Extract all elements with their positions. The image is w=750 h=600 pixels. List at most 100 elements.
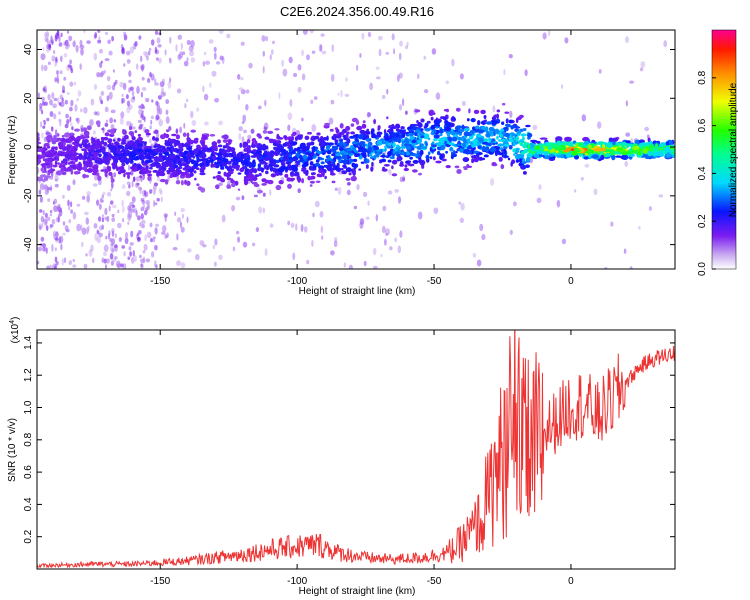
heatmap-speckle (101, 214, 105, 219)
heatmap-streak (57, 30, 60, 36)
heatmap-cell (142, 168, 149, 172)
heatmap-speckle (203, 51, 207, 56)
heatmap-streak (126, 181, 131, 185)
spectrogram-ticks: -150 -100 -50 0 -40 -20 0 20 40 (23, 30, 675, 287)
heatmap-speckle (320, 44, 322, 52)
heatmap-cell (403, 143, 410, 147)
heatmap-cell (403, 167, 409, 172)
heatmap-speckle (41, 132, 44, 139)
heatmap-cell (428, 111, 434, 116)
heatmap-cell (322, 137, 328, 141)
heatmap-streak (101, 194, 105, 199)
heatmap-cell (301, 178, 305, 184)
heatmap-cell (246, 138, 251, 144)
heatmap-cell (387, 128, 392, 132)
heatmap-speckle (240, 77, 244, 81)
heatmap-cell (337, 142, 344, 146)
heatmap-streak (152, 185, 157, 192)
heatmap-cell (276, 135, 281, 140)
heatmap-cell (228, 139, 232, 145)
heatmap-speckle (238, 132, 242, 141)
heatmap-cell (508, 119, 513, 124)
heatmap-cell (169, 174, 173, 179)
heatmap-speckle (458, 201, 462, 205)
heatmap-streak (156, 197, 160, 202)
heatmap-cell (201, 141, 205, 147)
heatmap-cell (312, 172, 316, 176)
heatmap-cell (283, 151, 287, 155)
heatmap-cell (180, 147, 184, 152)
heatmap-streak (154, 244, 158, 251)
heatmap-cell (520, 143, 524, 147)
heatmap-cell (365, 158, 370, 164)
heatmap-speckle (367, 112, 372, 117)
heatmap-speckle (59, 70, 63, 75)
heatmap-speckle (238, 126, 243, 132)
heatmap-cell (296, 134, 303, 140)
heatmap-cell (408, 163, 415, 167)
heatmap-streak (69, 116, 72, 123)
heatmap-cell (469, 135, 474, 140)
heatmap-cell (215, 184, 220, 190)
heatmap-speckle (269, 223, 274, 228)
heatmap-cell (385, 133, 389, 137)
heatmap-speckle (165, 116, 170, 124)
heatmap-cell (290, 133, 296, 137)
heatmap-cell (61, 171, 67, 175)
heatmap-cell (402, 177, 405, 182)
heatmap-speckle (320, 225, 324, 234)
heatmap-speckle (629, 80, 635, 84)
heatmap-cell (485, 132, 491, 138)
heatmap-cell (226, 175, 230, 181)
heatmap-cell (316, 173, 322, 178)
heatmap-speckle (40, 64, 44, 72)
heatmap-streak (111, 217, 116, 222)
heatmap-speckle (58, 35, 61, 43)
heatmap-speckle (372, 265, 378, 269)
heatmap-streak (49, 213, 53, 217)
heatmap-streak (150, 115, 154, 120)
heatmap-cell (58, 144, 64, 150)
heatmap-cell (60, 167, 65, 172)
heatmap-cell (78, 156, 83, 161)
heatmap-cell (144, 129, 150, 134)
heatmap-cell (373, 118, 376, 125)
heatmap-streak (149, 125, 152, 130)
heatmap-cell (211, 163, 217, 168)
heatmap-cell (405, 110, 408, 115)
heatmap-cell (220, 166, 225, 170)
heatmap-streak (40, 236, 45, 242)
heatmap-cell (494, 150, 498, 157)
heatmap-cell (504, 132, 510, 138)
heatmap-cell (153, 145, 157, 148)
heatmap-cell (146, 152, 153, 156)
spectrogram-panel: -150 -100 -50 0 -40 -20 0 20 40 Height of straig… (7, 29, 676, 297)
heatmap-speckle (321, 50, 327, 55)
heatmap-cell (302, 154, 308, 160)
heatmap-cell (320, 146, 325, 152)
heatmap-cell (189, 172, 194, 177)
heatmap-cell (498, 156, 503, 162)
heatmap-speckle (269, 54, 272, 61)
heatmap-speckle (397, 74, 400, 82)
heatmap-cell (286, 143, 292, 147)
heatmap-cell (488, 126, 495, 132)
heatmap-speckle (93, 130, 96, 135)
heatmap-speckle (88, 248, 93, 257)
heatmap-speckle (359, 221, 364, 229)
heatmap-cell (117, 170, 122, 175)
heatmap-streak (54, 178, 59, 182)
heatmap-speckle (340, 89, 343, 98)
colorbar-tick-label: 0.6 (697, 118, 708, 132)
heatmap-cell (192, 155, 196, 159)
heatmap-speckle (196, 107, 200, 112)
heatmap-cell (222, 139, 228, 143)
heatmap-cell (515, 117, 519, 123)
heatmap-cell (108, 171, 113, 176)
heatmap-speckle (185, 98, 189, 103)
heatmap-streak (60, 32, 63, 38)
heatmap-cell (384, 148, 387, 152)
heatmap-cell (263, 164, 269, 170)
heatmap-cell (44, 176, 49, 182)
heatmap-speckle (490, 178, 495, 186)
